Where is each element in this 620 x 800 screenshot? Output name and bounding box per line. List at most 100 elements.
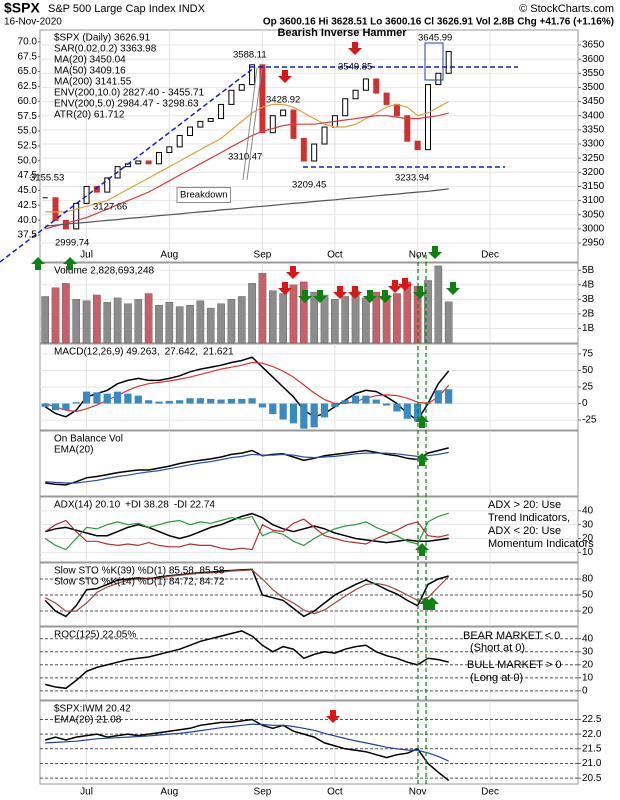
bar (248, 283, 256, 344)
symbol-name: S&P 500 Large Cap Index INDX (48, 3, 206, 15)
breakdown-label: Breakdown (180, 190, 228, 201)
y-tick-label: 25 (582, 382, 594, 393)
y-tick-label: 3400 (582, 110, 605, 121)
x-tick-label: Oct (327, 250, 343, 261)
annotation: Momentum Indicators (488, 538, 594, 550)
bar (351, 290, 360, 344)
y-tick-label: 4B (582, 279, 595, 290)
y-tick-label: 2950 (582, 238, 605, 249)
bar (268, 290, 277, 344)
candle (362, 78, 369, 91)
candle (269, 115, 276, 134)
y-tick-label: 3550 (582, 68, 605, 79)
bar (310, 403, 318, 428)
bar (144, 293, 153, 344)
legend-entry: Slow STO %K(39) %D(1) 85.58, 85.58 (54, 566, 225, 577)
legend-entry: ENV(200,5.0) 2984.47 - 3298.63 (54, 99, 199, 110)
legend-entry: Slow STO %K(14) %D(1) 84.72, 84.72 (54, 577, 225, 588)
signal-arrow (413, 286, 427, 299)
y-tick-label: 10 (582, 547, 594, 558)
bar (382, 294, 391, 344)
trend-line (0, 66, 256, 263)
candle (238, 84, 245, 91)
signal-arrow (313, 290, 327, 303)
legend-entry: +DI 38.28 (125, 500, 169, 511)
trend-line (246, 67, 263, 181)
legend-entry: MA(20) 3450.04 (54, 55, 126, 66)
signal-arrow (348, 286, 362, 299)
y-tick-label: 3150 (582, 181, 605, 192)
annotation: 3155.53 (30, 173, 64, 184)
bar (444, 301, 453, 344)
annotation: 3588.11 (233, 50, 267, 61)
candle (393, 103, 400, 117)
y-tick-label: 22.0 (582, 729, 602, 740)
panel-frame (39, 562, 579, 627)
bar (372, 291, 381, 344)
bar (434, 265, 443, 344)
y-tick-label: 22.5 (582, 714, 602, 725)
annotation: (Short at 0) (470, 642, 525, 654)
candle (321, 126, 328, 145)
bar (403, 403, 411, 419)
signal-arrow (286, 266, 300, 279)
bar (341, 400, 349, 404)
legend-entry: ATR(20) 61.712 (54, 110, 125, 121)
bar (341, 296, 350, 344)
y-tick-label: 3650 (582, 40, 605, 51)
legend-entry: On Balance Vol (54, 434, 123, 445)
signal-arrow (326, 710, 340, 723)
bar (93, 392, 101, 404)
bar (331, 299, 339, 344)
candle (404, 115, 411, 142)
candle (207, 118, 214, 122)
bar (186, 398, 194, 404)
bar (237, 296, 246, 344)
y-tick-label: 3250 (582, 153, 605, 164)
y-tick-label: 20 (582, 533, 594, 544)
candle (83, 185, 90, 204)
series-line (45, 112, 449, 230)
highlight-box (424, 42, 444, 81)
bar (113, 391, 122, 404)
series-line (45, 451, 449, 484)
y-tick-label: 30 (582, 646, 594, 657)
candle (383, 92, 390, 105)
series-line (45, 101, 449, 213)
candle (73, 202, 80, 230)
bar (434, 390, 442, 404)
bar (362, 395, 370, 404)
series-line (45, 723, 449, 762)
y-tick-label: 1B (582, 323, 595, 334)
annotation: 2999.74 (55, 238, 89, 249)
x-tick-label: Jul (80, 787, 93, 798)
breakdown-box (176, 187, 232, 204)
chart-title: Bearish Inverse Hammer (277, 27, 407, 39)
y-tick-label: 50 (582, 590, 594, 601)
y2-tick-label: 60.0 (18, 96, 38, 107)
bar (103, 393, 111, 404)
candle (228, 89, 235, 105)
legend-entry: 21.621 (203, 347, 234, 358)
bar (382, 403, 391, 406)
candle (145, 160, 152, 165)
signal-arrow (298, 290, 312, 303)
bar (82, 391, 91, 404)
bar (424, 403, 432, 405)
candle (414, 140, 421, 151)
bar (320, 403, 329, 418)
x-tick-label: Nov (409, 787, 427, 798)
bar (124, 393, 132, 404)
x-tick-label: Sep (254, 787, 272, 798)
bar (320, 294, 329, 344)
candle (166, 146, 173, 154)
candle (280, 109, 287, 117)
bar (165, 400, 173, 404)
annotation: ADX > 20: Use (488, 499, 561, 511)
y2-tick-label: 52.5 (18, 140, 38, 151)
bar (196, 300, 205, 344)
bar (155, 304, 163, 344)
annotation: 3428.92 (266, 95, 300, 106)
y-tick-label: 5B (582, 265, 595, 276)
bar (103, 302, 112, 344)
